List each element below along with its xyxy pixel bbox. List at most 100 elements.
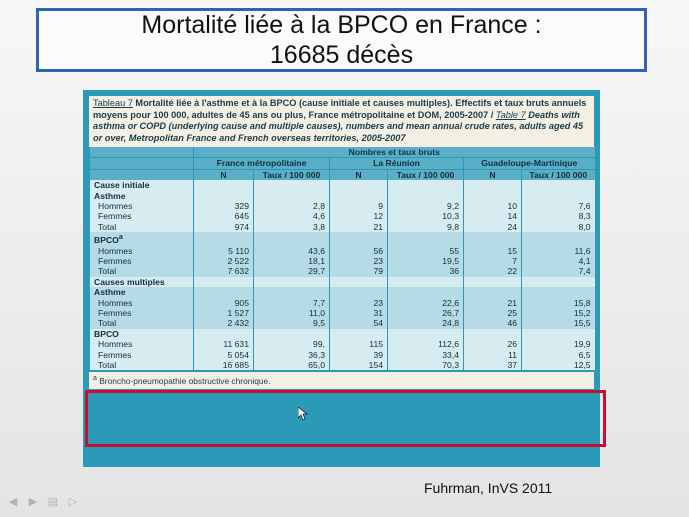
row-label: Hommes [89,339,194,350]
table-cell: 7,6 [520,201,595,212]
table-cell: 26,7 [387,307,464,319]
table-cell: 905 [193,297,254,308]
empty-cell [253,180,330,191]
empty-cell [387,190,464,202]
empty-cell [329,287,388,298]
table-cell: 19,9 [520,339,595,350]
column-header: Taux / 100 000 [520,168,595,181]
table-cell: 6,5 [520,349,595,360]
slide-nav-controls[interactable]: ◀ ▶ ▤ ▷ [6,496,80,508]
empty-cell [329,232,388,246]
header-corner-2 [89,157,194,170]
slide-title-line2: 16685 décès [269,41,414,69]
row-label: Total [89,359,194,371]
table-cell: 2 522 [193,255,254,267]
next-arrow-icon[interactable]: ▶ [28,496,38,508]
empty-cell [520,190,595,202]
empty-cell [193,328,254,340]
table-cell: 24 [463,221,522,233]
table-caption: Tableau 7 Mortalité liée à l'asthme et à… [89,96,594,147]
table-row: Femmes 2 522 18,1 23 19,5 7 4,1 [89,255,595,267]
table-row: Total 2 432 9,5 54 24,8 46 15,5 [89,318,595,329]
region-header: La Réunion [329,157,464,170]
row-label: Total [89,221,194,233]
empty-cell [520,276,595,288]
group-name: BPCO [94,328,119,339]
empty-cell [253,276,330,288]
table-cell: 10,3 [387,211,464,222]
table-cell: 4,1 [520,255,595,267]
table-cell: 16 685 [193,359,254,371]
table-footnote: a Broncho-pneumopathie obstructive chron… [89,372,594,390]
empty-cell [253,287,330,298]
table-row: Hommes 905 7,7 23 22,6 21 15,8 [89,297,595,308]
table-row: Femmes 5 054 36,3 39 33,4 11 6,5 [89,349,595,360]
table-cell: 9,2 [387,201,464,212]
row-label: Femmes [89,307,194,319]
table-cell: 70,3 [387,359,464,371]
empty-cell [253,190,330,202]
table-cell: 21 [329,221,388,233]
footnote-text: Broncho-pneumopathie obstructive chroniq… [99,376,271,387]
table-cell: 36 [387,266,464,277]
header-corner-3 [89,168,194,181]
table-cell: 56 [329,245,388,256]
table-cell: 25 [463,307,522,319]
table-cell: 22 [463,266,522,277]
caption-tag-en: Table 7 [495,109,526,120]
group-label: Asthme [89,190,194,202]
empty-cell [253,232,330,246]
table-cell: 36,3 [253,349,330,360]
table-cell: 19,5 [387,255,464,267]
table-cell: 9,8 [387,221,464,233]
group-label: BPCO [89,328,194,340]
previous-arrow-icon[interactable]: ◀ [8,496,18,508]
group-row: BPCO [89,328,595,340]
group-name: BPCO [94,235,119,246]
empty-cell [329,180,388,191]
row-label: Femmes [89,349,194,360]
table-cell: 7 632 [193,266,254,277]
empty-cell [387,328,464,340]
footnote-ref: a [118,233,123,242]
empty-cell [329,276,388,288]
table-cell: 9,5 [253,318,330,329]
table-row: Femmes 645 4,6 12 10,3 14 8,3 [89,211,595,222]
group-name: Asthme [94,287,126,298]
slide-menu-icon[interactable]: ▤ [47,496,59,508]
table-cell: 7 [463,255,522,267]
caption-text-en: Deaths with asthma or COPD (underlying c… [93,109,584,143]
table-cell: 21 [463,297,522,308]
table-row: Total 7 632 29,7 79 36 22 7,4 [89,266,595,277]
empty-cell [520,287,595,298]
table-cell: 14 [463,211,522,222]
empty-cell [463,287,522,298]
source-attribution: Fuhrman, InVS 2011 [424,480,553,496]
empty-cell [520,180,595,191]
table-cell: 18,1 [253,255,330,267]
table-row: Total 16 685 65,0 154 70,3 37 12,5 [89,359,595,371]
table-cell: 39 [329,349,388,360]
table-cell: 33,4 [387,349,464,360]
forward-icon[interactable]: ▷ [68,496,78,508]
table-cell: 23 [329,297,388,308]
table-cell: 329 [193,201,254,212]
footnote-marker: a [93,375,97,383]
column-header: Taux / 100 000 [387,168,464,181]
mortality-table-figure: Tableau 7 Mortalité liée à l'asthme et à… [83,90,600,467]
table-cell: 10 [463,201,522,212]
section-initial-label: Cause initiale [89,180,194,191]
table-cell: 43,6 [253,245,330,256]
table-cell: 974 [193,221,254,233]
empty-cell [520,328,595,340]
table-cell: 37 [463,359,522,371]
empty-cell [463,180,522,191]
row-label: Hommes [89,245,194,256]
section-initial: Cause initiale [89,180,595,191]
section-multiple: Causes multiples [89,276,595,288]
row-label: Total [89,266,194,277]
empty-cell [463,276,522,288]
group-name: Asthme [94,190,126,201]
table-cell: 115 [329,339,388,350]
empty-cell [253,328,330,340]
